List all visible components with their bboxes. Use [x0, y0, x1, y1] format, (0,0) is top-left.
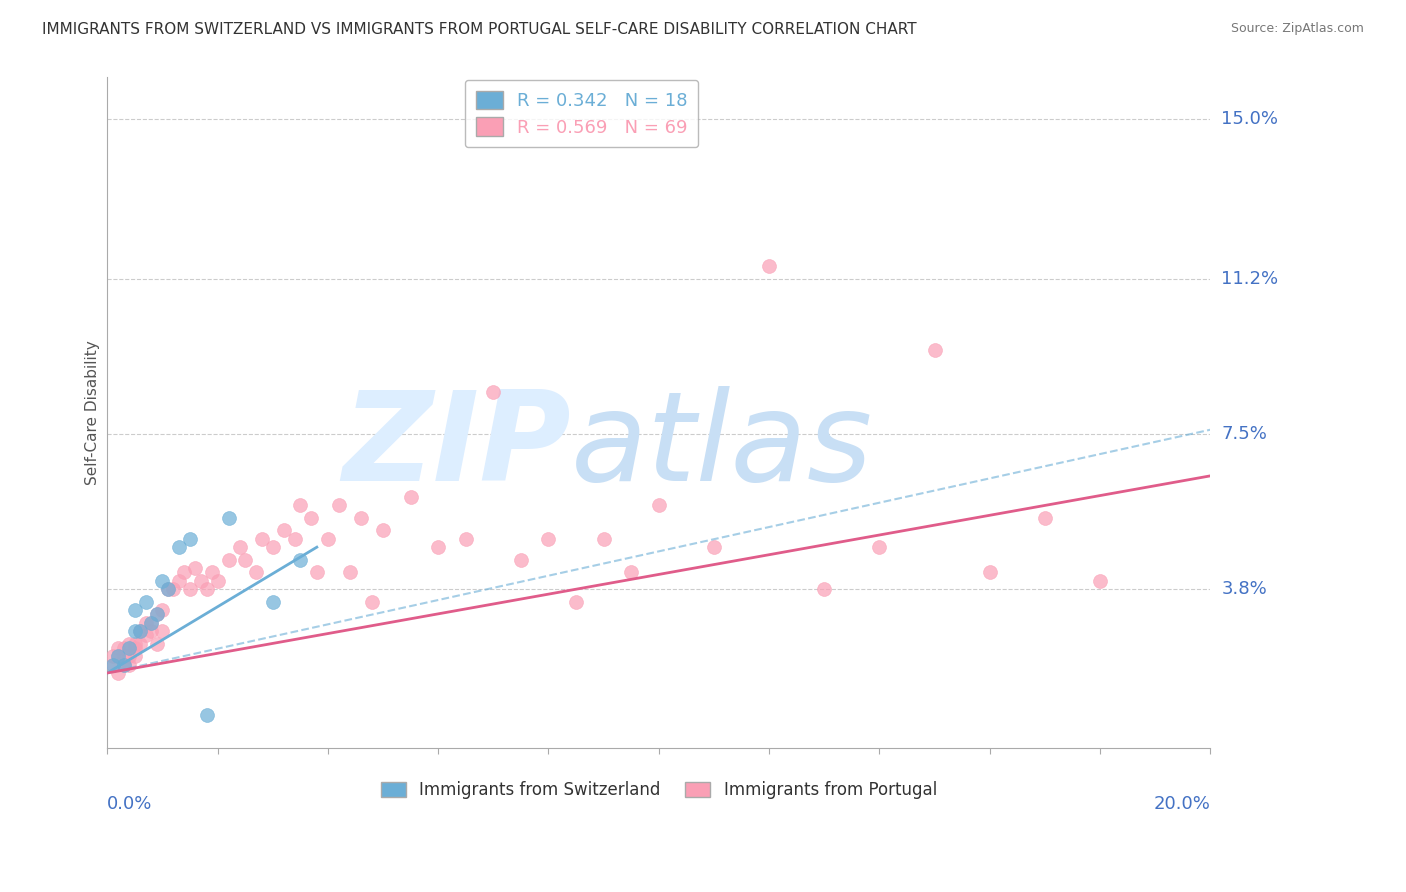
Point — [339, 566, 361, 580]
Point — [101, 649, 124, 664]
Point — [152, 603, 174, 617]
Point — [162, 582, 184, 596]
Point — [156, 582, 179, 596]
Point — [250, 532, 273, 546]
Point — [592, 532, 614, 546]
Point — [118, 649, 141, 664]
Text: 7.5%: 7.5% — [1222, 425, 1267, 443]
Point — [620, 566, 643, 580]
Point — [167, 540, 190, 554]
Point — [112, 649, 135, 664]
Point — [173, 566, 195, 580]
Point — [129, 624, 152, 638]
Point — [107, 649, 129, 664]
Point — [195, 707, 218, 722]
Point — [124, 603, 146, 617]
Text: 0.0%: 0.0% — [107, 796, 153, 814]
Point — [112, 657, 135, 672]
Point — [290, 498, 312, 512]
Point — [284, 532, 307, 546]
Point — [454, 532, 477, 546]
Point — [195, 582, 218, 596]
Point — [979, 566, 1001, 580]
Point — [1033, 511, 1056, 525]
Point — [509, 553, 531, 567]
Point — [124, 640, 146, 655]
Legend: Immigrants from Switzerland, Immigrants from Portugal: Immigrants from Switzerland, Immigrants … — [373, 772, 945, 807]
Point — [482, 384, 505, 399]
Point — [129, 624, 152, 638]
Point — [112, 657, 135, 672]
Point — [146, 637, 169, 651]
Point — [118, 657, 141, 672]
Point — [703, 540, 725, 554]
Point — [290, 553, 312, 567]
Point — [218, 553, 240, 567]
Point — [146, 607, 169, 622]
Point — [141, 615, 163, 630]
Point — [146, 607, 169, 622]
Y-axis label: Self-Care Disability: Self-Care Disability — [86, 341, 100, 485]
Point — [190, 574, 212, 588]
Point — [101, 657, 124, 672]
Point — [371, 524, 394, 538]
Text: 3.8%: 3.8% — [1222, 580, 1267, 599]
Point — [868, 540, 890, 554]
Point — [201, 566, 224, 580]
Point — [299, 511, 322, 525]
Point — [273, 524, 295, 538]
Point — [813, 582, 835, 596]
Text: atlas: atlas — [571, 386, 873, 507]
Point — [129, 637, 152, 651]
Point — [167, 574, 190, 588]
Point — [924, 343, 946, 357]
Point — [179, 532, 201, 546]
Text: IMMIGRANTS FROM SWITZERLAND VS IMMIGRANTS FROM PORTUGAL SELF-CARE DISABILITY COR: IMMIGRANTS FROM SWITZERLAND VS IMMIGRANT… — [42, 22, 917, 37]
Point — [565, 595, 588, 609]
Point — [648, 498, 671, 512]
Point — [112, 640, 135, 655]
Point — [350, 511, 373, 525]
Point — [316, 532, 339, 546]
Point — [141, 615, 163, 630]
Point — [107, 665, 129, 680]
Point — [141, 624, 163, 638]
Point — [758, 259, 780, 273]
Point — [245, 566, 267, 580]
Point — [107, 640, 129, 655]
Point — [152, 624, 174, 638]
Point — [124, 637, 146, 651]
Point — [124, 649, 146, 664]
Point — [427, 540, 450, 554]
Text: ZIP: ZIP — [342, 386, 571, 507]
Text: Source: ZipAtlas.com: Source: ZipAtlas.com — [1230, 22, 1364, 36]
Point — [361, 595, 384, 609]
Point — [207, 574, 229, 588]
Point — [233, 553, 256, 567]
Point — [184, 561, 207, 575]
Point — [156, 582, 179, 596]
Point — [135, 595, 157, 609]
Point — [1088, 574, 1111, 588]
Point — [305, 566, 328, 580]
Point — [218, 511, 240, 525]
Point — [135, 615, 157, 630]
Text: 15.0%: 15.0% — [1222, 111, 1278, 128]
Text: 11.2%: 11.2% — [1222, 269, 1278, 288]
Point — [135, 628, 157, 642]
Point — [228, 540, 250, 554]
Text: 20.0%: 20.0% — [1153, 796, 1211, 814]
Point — [262, 595, 284, 609]
Point — [328, 498, 350, 512]
Point — [118, 640, 141, 655]
Point — [262, 540, 284, 554]
Point — [537, 532, 560, 546]
Point — [152, 574, 174, 588]
Point — [179, 582, 201, 596]
Point — [107, 649, 129, 664]
Point — [399, 490, 422, 504]
Point — [124, 624, 146, 638]
Point — [101, 657, 124, 672]
Point — [118, 637, 141, 651]
